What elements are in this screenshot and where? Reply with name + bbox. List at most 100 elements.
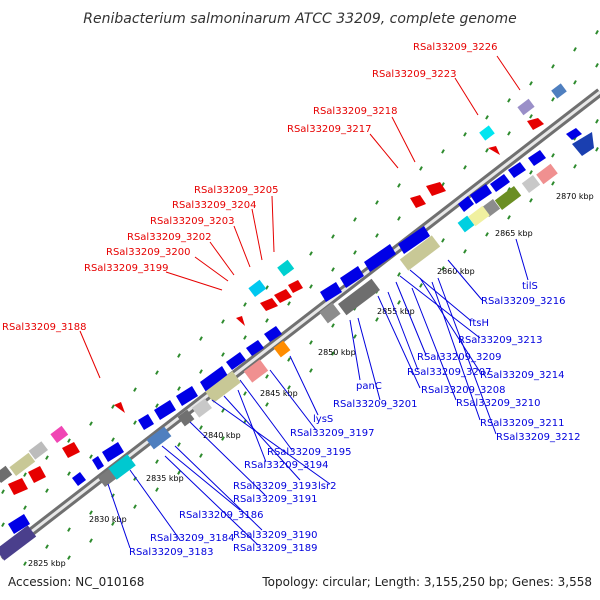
gene-arrow[interactable] [200, 366, 228, 392]
gene-block[interactable] [146, 426, 172, 450]
gene-label[interactable]: RSal33209_3210 [456, 398, 540, 409]
gene-block[interactable] [551, 83, 567, 99]
gene-arrow[interactable] [320, 282, 342, 302]
gene-block[interactable] [494, 185, 522, 211]
gene-label[interactable]: RSal33209_3214 [480, 370, 564, 381]
gene-block[interactable] [277, 259, 295, 277]
gene-arrow[interactable] [288, 280, 303, 293]
gene-arrow[interactable] [274, 289, 292, 303]
gene-arrow[interactable] [102, 442, 124, 462]
gene-label[interactable]: tilS [522, 281, 538, 292]
gene-block[interactable] [28, 441, 48, 460]
gene-block[interactable] [457, 215, 475, 233]
gene-label[interactable]: RSal33209_3189 [233, 543, 317, 554]
gene-block[interactable] [517, 98, 535, 116]
gene-label[interactable]: lsr2 [318, 481, 336, 492]
gene-block[interactable] [319, 302, 341, 324]
track-dot [265, 374, 269, 379]
gene-block[interactable] [192, 398, 212, 418]
gene-label[interactable]: lysS [313, 414, 333, 425]
gene-label[interactable]: RSal33209_3213 [458, 335, 542, 346]
track-dot [375, 200, 379, 205]
gene-block[interactable] [243, 359, 269, 383]
gene-label[interactable]: RSal33209_3216 [481, 296, 565, 307]
gene-label[interactable]: RSal33209_3204 [172, 200, 256, 211]
gene-label[interactable]: RSal33209_3194 [244, 460, 328, 471]
gene-block[interactable] [97, 468, 117, 488]
gene-label[interactable]: panC [356, 381, 382, 392]
gene-label[interactable]: RSal33209_3190 [233, 530, 317, 541]
gene-label[interactable]: RSal33209_3201 [333, 399, 417, 410]
gene-label[interactable]: RSal33209_3211 [480, 418, 564, 429]
gene-arrow[interactable] [154, 400, 176, 420]
gene-block[interactable] [399, 235, 441, 271]
gene-label[interactable]: RSal33209_3202 [127, 232, 211, 243]
gene-label[interactable]: RSal33209_3183 [129, 547, 213, 558]
gene-label[interactable]: RSal33209_3195 [267, 447, 351, 458]
gene-block[interactable] [338, 278, 380, 316]
track-dot [67, 438, 71, 443]
gene-arrow[interactable] [508, 162, 526, 178]
gene-label[interactable]: RSal33209_3218 [313, 106, 397, 117]
gene-block[interactable] [205, 371, 241, 403]
gene-block[interactable] [248, 279, 267, 298]
gene-arrow[interactable] [528, 150, 546, 166]
gene-label[interactable]: ftsH [469, 318, 489, 329]
gene-arrow[interactable] [246, 340, 264, 356]
gene-label[interactable]: RSal33209_3200 [106, 247, 190, 258]
gene-arrow[interactable] [92, 456, 104, 470]
gene-arrow[interactable] [490, 174, 510, 192]
gene-label[interactable]: RSal33209_3186 [179, 510, 263, 521]
gene-arrow[interactable] [226, 352, 246, 370]
gene-block[interactable] [0, 525, 37, 561]
gene-block[interactable] [521, 174, 541, 194]
gene-label[interactable]: RSal33209_3208 [421, 385, 505, 396]
gene-label[interactable]: RSal33209_3184 [150, 533, 234, 544]
gene-arrow[interactable] [28, 466, 46, 483]
gene-arrow[interactable] [8, 514, 30, 534]
gene-arrow[interactable] [236, 316, 245, 326]
gene-block[interactable] [0, 465, 13, 484]
gene-arrow[interactable] [398, 226, 430, 254]
gene-block[interactable] [468, 205, 490, 227]
gene-label[interactable]: RSal33209_3191 [233, 494, 317, 505]
gene-arrow[interactable] [260, 298, 278, 311]
gene-arrow[interactable] [176, 386, 198, 406]
gene-label[interactable]: RSal33209_3207 [407, 367, 491, 378]
gene-block[interactable] [9, 452, 36, 477]
gene-arrow[interactable] [458, 196, 474, 212]
gene-arrow[interactable] [426, 182, 446, 196]
tick-label: 2825 kbp [28, 559, 66, 568]
gene-arrow[interactable] [72, 472, 86, 486]
gene-arrow[interactable] [488, 146, 500, 155]
gene-label[interactable]: RSal33209_3226 [413, 42, 497, 53]
gene-arrow[interactable] [62, 442, 80, 458]
gene-arrow[interactable] [566, 128, 582, 140]
track-dot [221, 319, 225, 324]
gene-block[interactable] [273, 340, 291, 358]
gene-arrow[interactable] [470, 184, 492, 204]
gene-label[interactable]: RSal33209_3217 [287, 124, 371, 135]
gene-arrow[interactable] [410, 195, 426, 208]
gene-label[interactable]: RSal33209_3223 [372, 69, 456, 80]
gene-arrow[interactable] [572, 132, 594, 156]
gene-arrow[interactable] [114, 402, 125, 413]
gene-arrow[interactable] [527, 118, 544, 130]
gene-label[interactable]: RSal33209_3193 [233, 481, 317, 492]
gene-arrow[interactable] [138, 414, 154, 430]
gene-label[interactable]: RSal33209_3199 [84, 263, 168, 274]
gene-label[interactable]: RSal33209_3205 [194, 185, 278, 196]
gene-arrow[interactable] [8, 478, 28, 495]
gene-label[interactable]: RSal33209_3212 [496, 432, 580, 443]
gene-block[interactable] [536, 163, 558, 185]
gene-block[interactable] [50, 425, 69, 444]
gene-label[interactable]: RSal33209_3197 [290, 428, 374, 439]
gene-block[interactable] [108, 454, 136, 480]
gene-arrow[interactable] [340, 266, 364, 288]
gene-block[interactable] [479, 125, 495, 141]
gene-label[interactable]: RSal33209_3209 [417, 352, 501, 363]
gene-arrow[interactable] [264, 326, 282, 342]
gene-arrow[interactable] [364, 244, 396, 272]
gene-label[interactable]: RSal33209_3188 [2, 322, 86, 333]
gene-label[interactable]: RSal33209_3203 [150, 216, 234, 227]
